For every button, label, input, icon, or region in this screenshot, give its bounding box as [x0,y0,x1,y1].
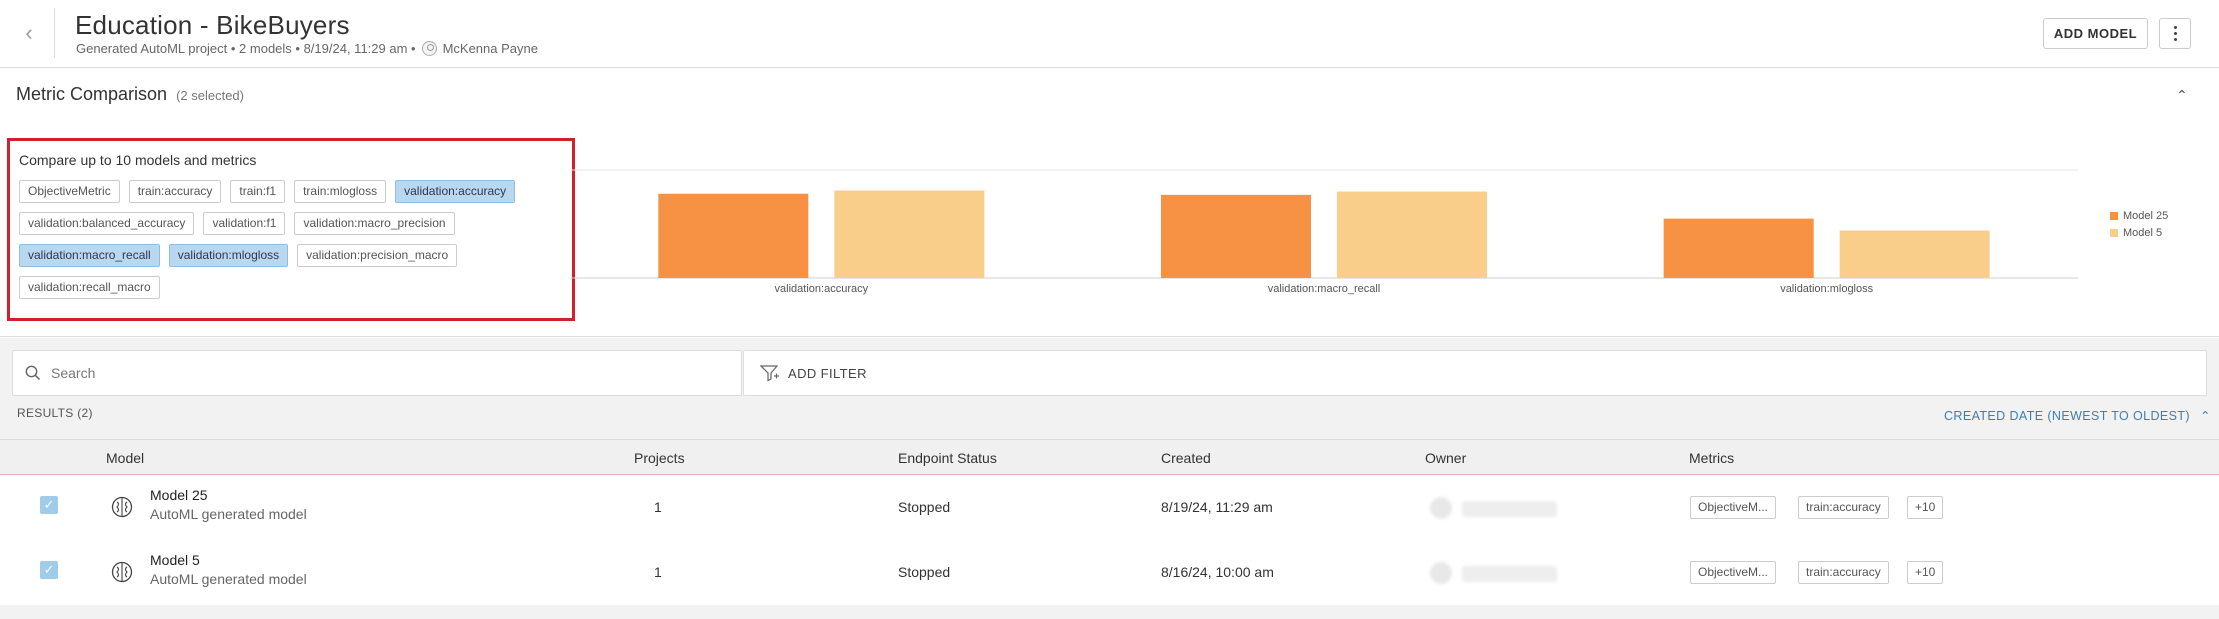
metric-option-tag[interactable]: validation:mlogloss [168,244,289,267]
brain-icon [111,496,133,518]
metric-more-tag[interactable]: +10 [1907,561,1944,584]
selected-count: (2 selected) [176,88,244,103]
metric-option-tag[interactable]: validation:accuracy [395,180,516,203]
endpoint-status: Stopped [898,499,951,515]
filters-band: ADD FILTER RESULTS (2) CREATED DATE (NEW… [0,338,2219,439]
x-tick-label: validation:accuracy [775,283,869,295]
sort-button[interactable]: CREATED DATE (NEWEST TO OLDEST) ⌃ [1944,408,2211,424]
chooser-title: Compare up to 10 models and metrics [19,152,257,168]
owner-avatar [1430,562,1452,584]
row-checkbox[interactable]: ✓ [40,561,58,579]
metric-comparison-panel: Metric Comparison (2 selected) ⌃ Compare… [0,69,2219,337]
metric-option-tag[interactable]: train:mlogloss [294,180,387,203]
owner-name: McKenna Payne [442,41,538,56]
created-date: 8/16/24, 10:00 am [1161,564,1274,580]
metric-option-tag[interactable]: validation:precision_macro [297,244,458,267]
metric-tag-list: ObjectiveMetric train:accuracy train:f1 tra… [19,180,559,299]
legend-label: Model 25 [2123,210,2169,222]
page-subtitle: Generated AutoML project • 2 models • 8/… [76,41,538,56]
metric-chooser: Compare up to 10 models and metrics Obje… [7,138,575,321]
add-filter-label: ADD FILTER [788,365,867,381]
metric-tag[interactable]: ObjectiveM... [1690,496,1777,519]
metric-option-tag[interactable]: validation:recall_macro [19,276,160,299]
table-row[interactable]: ✓ Model 25 AutoML generated model 1 Stop… [0,476,2219,540]
bottom-strip [0,605,2219,619]
metric-option-tag[interactable]: train:f1 [230,180,286,203]
metric-more-tag[interactable]: +10 [1907,496,1944,519]
metric-option-tag[interactable]: train:accuracy [128,180,222,203]
endpoint-status: Stopped [898,564,951,580]
x-tick-label: validation:macro_recall [1268,283,1381,295]
column-header-metrics[interactable]: Metrics [1689,450,1735,466]
bar-model-5-1[interactable] [1337,191,1487,278]
search-box[interactable] [12,350,742,396]
metric-option-tag[interactable]: validation:macro_recall [19,244,160,267]
bar-model-25-2[interactable] [1663,218,1814,278]
created-date: 8/19/24, 11:29 am [1161,499,1273,515]
filter-icon [760,365,779,382]
legend-swatch [2110,212,2118,220]
owner-name-redacted [1462,501,1557,517]
metric-tag[interactable]: ObjectiveM... [1690,561,1777,584]
model-name[interactable]: Model 5 [150,552,200,568]
projects-count: 1 [654,564,662,580]
bar-model-5-2[interactable] [1839,230,1990,278]
page-title: Education - BikeBuyers [75,10,350,40]
add-model-button[interactable]: ADD MODEL [2043,18,2148,49]
search-icon [25,365,41,381]
column-header-projects[interactable]: Projects [634,450,685,466]
metric-bar-chart: validation:accuracy validation:macro_reca… [570,169,2078,295]
column-header-model[interactable]: Model [106,450,145,466]
chevron-up-icon[interactable]: ⌃ [2176,87,2188,103]
bar-model-5-0[interactable] [834,190,985,278]
legend-label: Model 5 [2123,227,2163,239]
bar-model-25-1[interactable] [1161,194,1311,278]
brain-icon [111,561,133,583]
column-header-endpoint-status[interactable]: Endpoint Status [898,450,997,466]
column-header-created[interactable]: Created [1161,450,1211,466]
header-divider [54,8,55,58]
person-icon [421,41,437,56]
projects-count: 1 [654,499,662,515]
table-header: Model Projects Endpoint Status Created O… [0,439,2219,475]
legend-swatch [2110,229,2118,237]
owner-avatar [1430,497,1452,519]
row-checkbox[interactable]: ✓ [40,496,58,514]
model-description: AutoML generated model [150,571,307,587]
results-count: RESULTS (2) [17,406,93,420]
column-header-owner[interactable]: Owner [1425,450,1467,466]
metric-tag[interactable]: train:accuracy [1798,561,1889,584]
legend-item: Model 25 [2110,210,2168,222]
sort-label: CREATED DATE (NEWEST TO OLDEST) [1944,408,2190,423]
model-description: AutoML generated model [150,506,307,522]
legend-item: Model 5 [2110,227,2168,239]
x-tick-label: validation:mlogloss [1780,283,1873,295]
metric-comparison-title: Metric Comparison (2 selected) [16,84,244,105]
table-row[interactable]: ✓ Model 5 AutoML generated model 1 Stopp… [0,541,2219,605]
back-chevron-icon[interactable]: ‹ [25,20,33,45]
more-options-icon[interactable] [2159,18,2191,49]
add-filter-button[interactable]: ADD FILTER [743,350,2207,396]
metric-tag[interactable]: train:accuracy [1798,496,1889,519]
metric-comparison-label: Metric Comparison [16,84,168,104]
metric-option-tag[interactable]: ObjectiveMetric [19,180,120,203]
metric-option-tag[interactable]: validation:macro_precision [294,212,455,235]
bar-model-25-0[interactable] [658,193,809,278]
chevron-up-icon: ⌃ [2200,409,2211,423]
page-header: ‹ Education - BikeBuyers Generated AutoM… [0,0,2219,68]
owner-name-redacted [1462,566,1557,582]
metric-option-tag[interactable]: validation:balanced_accuracy [19,212,195,235]
model-name[interactable]: Model 25 [150,487,208,503]
chart-legend: Model 25 Model 5 [2110,210,2168,244]
subtitle-meta: Generated AutoML project • 2 models • 8/… [76,41,416,56]
search-input[interactable] [51,365,691,381]
metric-option-tag[interactable]: validation:f1 [203,212,286,235]
